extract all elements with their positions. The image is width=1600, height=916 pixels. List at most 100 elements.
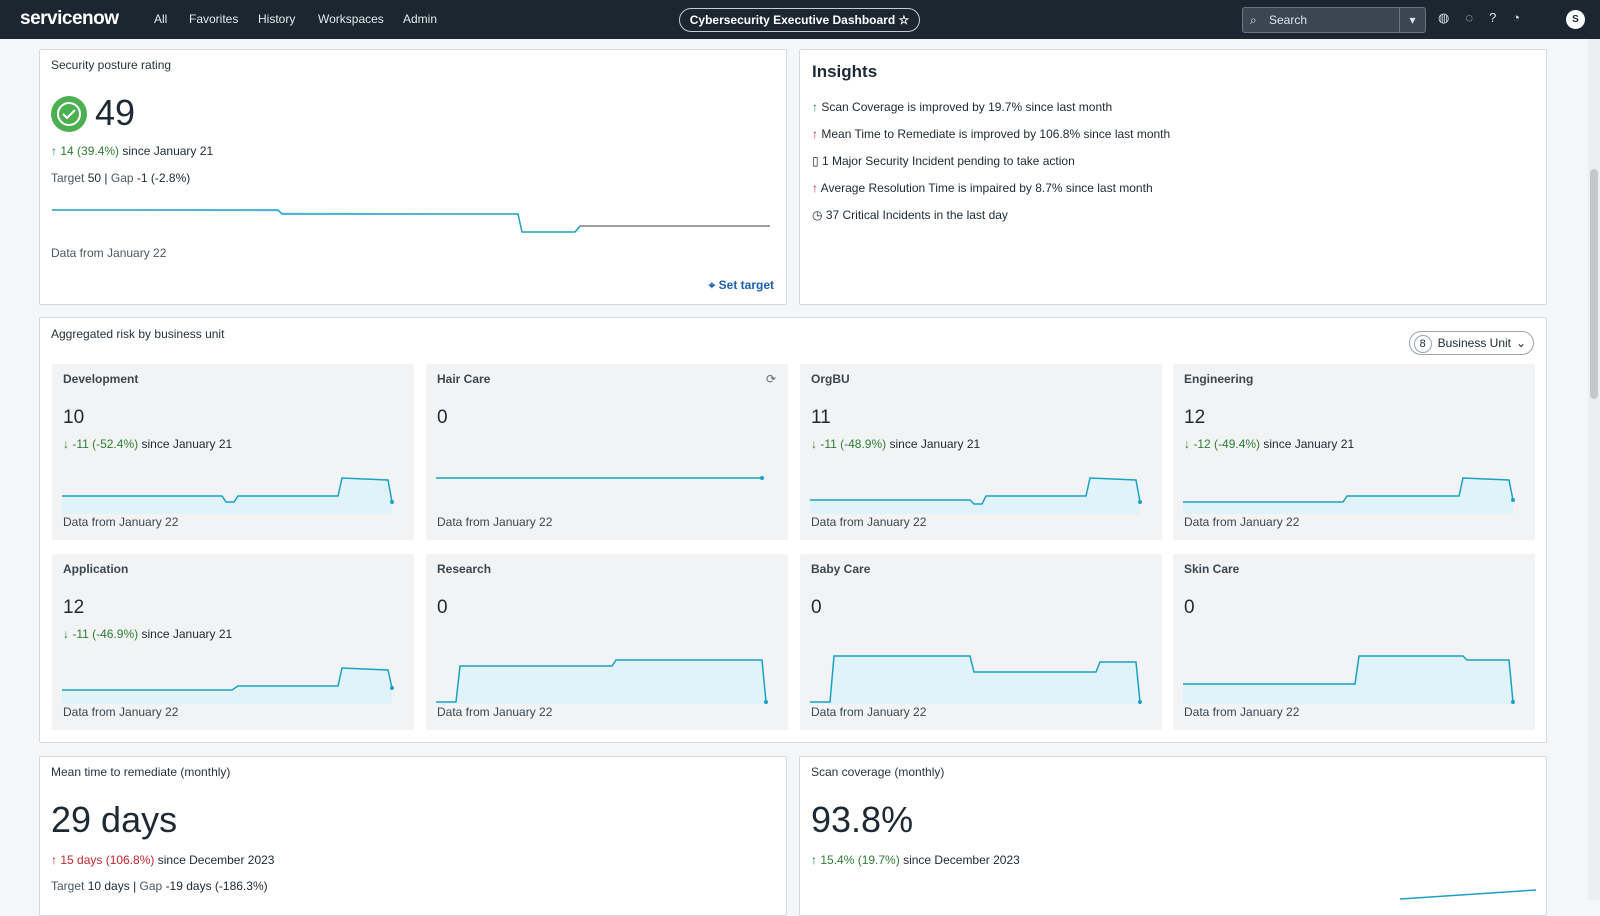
nav-item[interactable]: Admin — [403, 12, 438, 26]
unit-change: ↓ -11 (-46.9%) since January 21 — [63, 627, 232, 641]
change-value: -11 (-52.4%) — [72, 437, 139, 451]
data-from: Data from January 22 — [63, 705, 179, 719]
unit-name: OrgBU — [811, 372, 850, 386]
unit-value: 0 — [437, 597, 448, 618]
data-from: Data from January 22 — [811, 705, 927, 719]
spark-line — [810, 477, 1141, 505]
since: since January 21 — [889, 437, 981, 451]
arrow: ↑ — [51, 144, 57, 158]
since: since January 21 — [141, 627, 233, 641]
insight-text: 1 Major Security Incident pending to tak… — [821, 154, 1075, 168]
since: since December 2023 — [903, 853, 1020, 867]
unit-card[interactable]: OrgBU 11 ↓ -11 (-48.9%) since January 21 Da… — [800, 364, 1162, 540]
risk-panel: Aggregated risk by business unit 8 Busine… — [39, 317, 1547, 743]
insight-text: Scan Coverage is improved by 19.7% since… — [821, 100, 1113, 114]
insight-text: Average Resolution Time is impaired by 8… — [820, 181, 1153, 195]
spark-line — [62, 477, 393, 503]
search-dropdown[interactable]: ▾ — [1399, 8, 1425, 32]
unit-card[interactable]: Baby Care 0 Data from January 22 — [800, 554, 1162, 730]
logo[interactable]: servicenow — [20, 8, 119, 29]
unit-card[interactable]: Skin Care 0 Data from January 22 — [1173, 554, 1535, 730]
target-label: Target — [51, 879, 85, 893]
posture-value: 49 — [95, 92, 136, 133]
data-from: Data from January 22 — [811, 515, 927, 529]
dashboard-title[interactable]: Cybersecurity Executive Dashboard ☆ — [679, 8, 920, 32]
posture-target: Target 50 | Gap -1 (-2.8%) — [51, 171, 191, 185]
spark-end — [390, 686, 394, 690]
target-label: Target — [51, 171, 85, 185]
insight-item: ↑ Average Resolution Time is impaired by… — [812, 181, 1153, 195]
spark-area — [436, 660, 766, 704]
unit-card[interactable]: Engineering 12 ↓ -12 (-49.4%) since Januar… — [1173, 364, 1535, 540]
spark-area — [1183, 656, 1513, 704]
unit-name: Application — [63, 562, 129, 576]
scan-change: ↑ 15.4% (19.7%) since December 2023 — [811, 853, 1020, 867]
spark-line — [1183, 655, 1514, 703]
nav-item[interactable]: All — [154, 12, 168, 26]
unit-name: Engineering — [1184, 372, 1254, 386]
unit-value: 0 — [437, 407, 448, 428]
unit-card[interactable]: Development 10 ↓ -11 (-52.4%) since Januar… — [52, 364, 414, 540]
insights-list: ↑ Scan Coverage is improved by 19.7% sin… — [812, 94, 1170, 229]
spark-area — [810, 478, 1140, 514]
nav-item[interactable]: History — [258, 12, 296, 26]
mttr-change: ↑ 15 days (106.8%) since December 2023 — [51, 853, 275, 867]
search-icon: ⌕ — [1250, 13, 1257, 27]
since: since December 2023 — [157, 853, 275, 867]
unit-name: Skin Care — [1184, 562, 1240, 576]
spark-line — [62, 667, 393, 691]
change-value: -11 (-48.9%) — [820, 437, 887, 451]
filter-label: Business Unit — [1437, 336, 1511, 350]
arrow: ↓ — [63, 437, 69, 451]
since: since January 21 — [122, 144, 214, 158]
scroll-thumb[interactable] — [1590, 169, 1598, 399]
data-from: Data from January 22 — [437, 515, 553, 529]
panel-title: Aggregated risk by business unit — [51, 327, 225, 341]
set-target-text: Set target — [718, 278, 774, 292]
set-target-link[interactable]: ⌖ Set target — [708, 278, 774, 292]
chevron: ⌄ — [1515, 336, 1526, 350]
spark-line — [1183, 477, 1514, 503]
unit-card[interactable]: Application 12 ↓ -11 (-46.9%) since Januar… — [52, 554, 414, 730]
nav-item[interactable]: Workspaces — [318, 12, 384, 26]
spark-end — [1511, 700, 1515, 704]
unit-value: 0 — [1184, 597, 1195, 618]
dashboard-title-text: Cybersecurity Executive Dashboard — [689, 13, 896, 27]
scrollbar[interactable] — [1588, 39, 1600, 900]
data-from: Data from January 22 — [51, 246, 167, 260]
insight-item: ↑ Scan Coverage is improved by 19.7% sin… — [812, 100, 1113, 114]
spark-end — [1138, 700, 1142, 704]
nav-item[interactable]: Favorites — [189, 12, 239, 26]
mttr-panel: Mean time to remediate (monthly) 29 days… — [39, 756, 787, 916]
target-value: 10 days — [87, 879, 130, 893]
change-value: -12 (-49.4%) — [1193, 437, 1261, 451]
unit-card[interactable]: Hair Care 0 ⟳ Data from January 22 — [426, 364, 788, 540]
sparkline — [810, 655, 1142, 704]
data-from: Data from January 22 — [437, 705, 553, 719]
spark-end — [760, 476, 764, 480]
spark-area — [62, 668, 392, 704]
spark-line — [810, 655, 1141, 703]
target-value: 50 — [87, 171, 102, 185]
unit-card[interactable]: Research 0 Data from January 22 — [426, 554, 788, 730]
unit-value: 0 — [811, 597, 822, 618]
search-box[interactable]: Search ⌕ ▾ — [1242, 7, 1426, 33]
sparkline — [1400, 889, 1537, 900]
panel-title: Security posture rating — [51, 58, 172, 72]
unit-filter[interactable]: 8 Business Unit ⌄ — [1408, 331, 1534, 355]
unit-change: ↓ -12 (-49.4%) since January 21 — [1184, 437, 1354, 451]
since: since January 21 — [1263, 437, 1355, 451]
search-placeholder: Search — [1269, 13, 1308, 27]
change-value: 15.4% (19.7%) — [820, 853, 900, 867]
gap-label: Gap — [110, 171, 134, 185]
scan-value: 93.8% — [811, 799, 914, 840]
panel-title: Scan coverage (monthly) — [811, 765, 945, 779]
sparkline — [436, 476, 764, 480]
sparkline — [62, 667, 394, 704]
avatar[interactable]: S — [1566, 10, 1585, 29]
header-icons[interactable]: ◍◌?◔ — [1438, 10, 1537, 25]
unit-name: Research — [437, 562, 492, 576]
change-value: 14 (39.4%) — [60, 144, 120, 158]
